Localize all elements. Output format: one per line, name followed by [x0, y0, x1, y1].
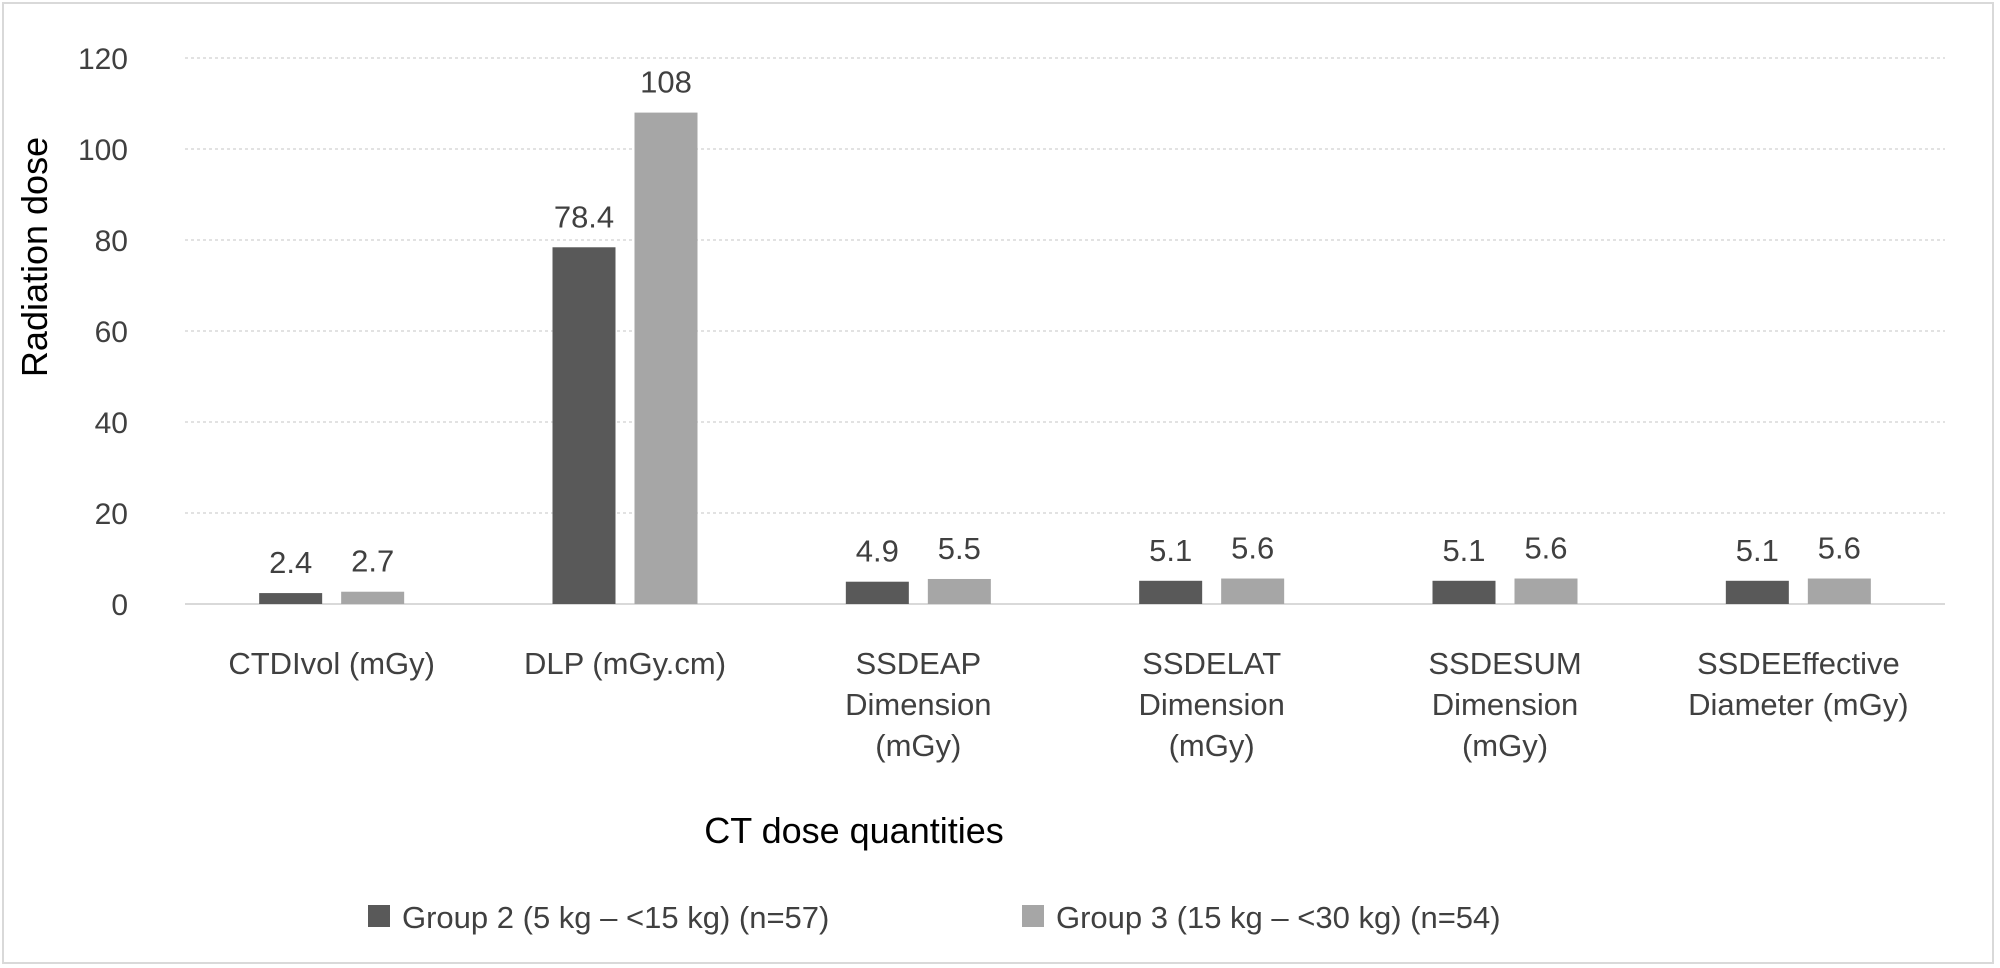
gridlines [185, 57, 1945, 605]
y-axis-ticks: 0 20 40 60 80 100 120 [78, 43, 128, 622]
y-tick-label: 20 [95, 498, 128, 531]
bar [1807, 578, 1871, 604]
x-category-label: SSDEEffective Diameter (mGy) [1688, 646, 1908, 722]
data-labels: 2.4 78.4 4.9 5.1 5.1 5.1 2.7 108 5.5 5.6 5.6 5.6 [269, 65, 1861, 580]
x-axis-title: CT dose quantities [704, 810, 1004, 851]
y-axis-title: Radiation dose [14, 137, 55, 377]
data-label: 5.6 [1231, 531, 1274, 566]
y-tick-label: 40 [95, 407, 128, 440]
x-category-label: CTDIvol (mGy) [228, 646, 435, 681]
data-label: 2.7 [351, 544, 394, 579]
bar [634, 112, 698, 604]
data-label: 5.5 [938, 531, 981, 566]
x-category-label: SSDELAT Dimension (mGy) [1138, 646, 1284, 763]
data-label: 5.6 [1818, 531, 1861, 566]
legend-label: Group 3 (15 kg – <30 kg) (n=54) [1056, 900, 1501, 935]
data-label: 78.4 [554, 199, 614, 234]
x-category-label: SSDESUM Dimension (mGy) [1428, 646, 1581, 763]
x-axis-categories: CTDIvol (mGy) DLP (mGy.cm) SSDEAP Dimension… [228, 646, 1908, 763]
bars [259, 112, 1871, 604]
data-label: 4.9 [856, 534, 899, 569]
bar [1432, 580, 1496, 604]
y-tick-label: 60 [95, 316, 128, 349]
data-label: 2.4 [269, 545, 312, 580]
y-tick-label: 80 [95, 225, 128, 258]
legend-label: Group 2 (5 kg – <15 kg) (n=57) [402, 900, 829, 935]
bar [1514, 578, 1578, 604]
bar [552, 247, 616, 604]
bar [259, 593, 323, 604]
legend-swatch [368, 905, 390, 927]
y-tick-label: 100 [78, 134, 128, 167]
bar [1725, 580, 1789, 604]
bar [1221, 578, 1285, 604]
bar [1139, 580, 1203, 604]
bar [341, 591, 405, 604]
bar [927, 578, 991, 604]
x-category-label: SSDEAP Dimension (mGy) [845, 646, 991, 763]
legend: Group 2 (5 kg – <15 kg) (n=57) Group 3 (1… [368, 900, 1501, 935]
bar [845, 581, 909, 604]
data-label: 5.6 [1524, 531, 1567, 566]
x-category-label: DLP (mGy.cm) [524, 646, 726, 681]
legend-swatch [1022, 905, 1044, 927]
data-label: 5.1 [1442, 533, 1485, 568]
data-label: 5.1 [1736, 533, 1779, 568]
y-tick-label: 120 [78, 43, 128, 76]
y-tick-label: 0 [111, 589, 128, 622]
data-label: 5.1 [1149, 533, 1192, 568]
data-label: 108 [640, 65, 692, 100]
